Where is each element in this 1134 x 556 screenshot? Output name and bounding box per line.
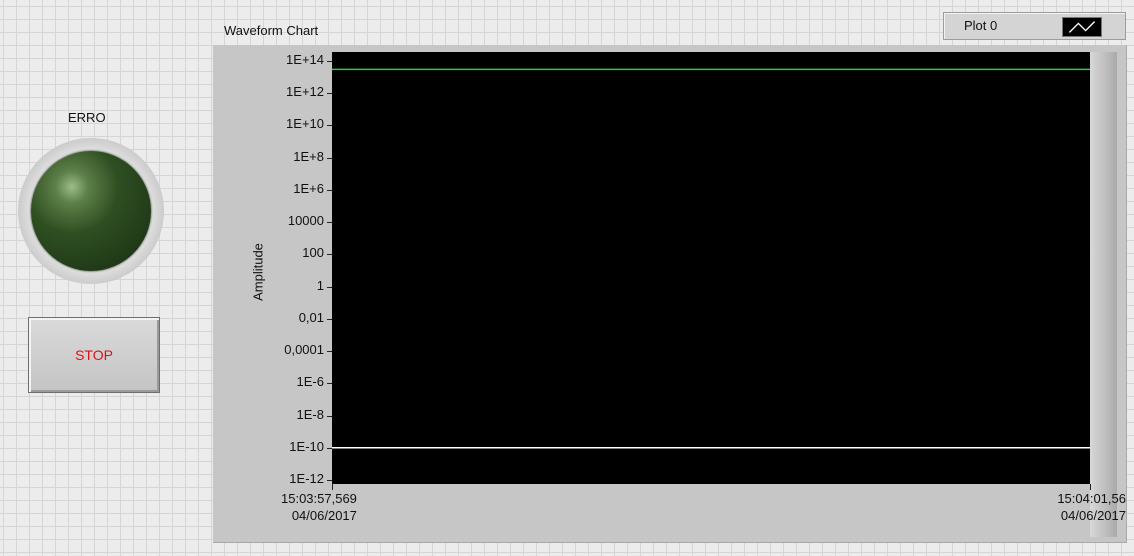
x-tick-date: 04/06/2017 [291,508,357,523]
plot-line-swatch-icon[interactable] [1062,17,1102,37]
y-tick-mark [327,93,332,95]
y-tick-label: 0,01 [298,309,324,325]
x-tick-label: 15:03:57,569 04/06/2017 [281,490,357,524]
x-tick-label: 15:04:01,56 04/06/2017 [1057,490,1126,524]
y-tick-label: 1E-10 [289,438,324,454]
x-tick-mark [1090,484,1091,490]
y-tick-mark [327,157,332,159]
y-tick-mark [327,189,332,191]
y-tick-mark [327,351,332,353]
y-tick-mark [327,480,332,481]
y-tick-label: 1E-8 [296,406,324,422]
legend-plot-name: Plot 0 [964,18,998,33]
y-tick-mark [327,125,332,127]
x-tick-time: 15:03:57,569 [281,491,357,506]
y-tick-mark [327,447,332,449]
y-tick-mark [327,254,332,256]
x-tick-date: 04/06/2017 [1060,508,1126,523]
y-tick-label: 0,0001 [284,342,324,358]
y-tick-label: 1E+10 [286,116,324,132]
chart-edge-bevel [1090,52,1117,537]
y-tick-mark [327,415,332,417]
y-tick-mark [327,383,332,385]
y-tick-label: 1E-12 [289,471,324,486]
stop-button[interactable]: STOP [28,317,160,393]
error-led-indicator[interactable] [31,151,151,271]
y-tick-mark [327,222,332,224]
y-tick-label: 1E+8 [293,148,324,164]
plot-legend[interactable]: Plot 0 [943,12,1126,40]
stop-button-label: STOP [75,347,113,363]
x-tick-mark [332,484,333,490]
y-tick-label: 1 [316,277,324,293]
y-tick-mark [327,61,332,62]
y-tick-label: 1E+12 [286,84,324,100]
y-tick-mark [327,318,332,320]
plot-svg [332,68,1090,449]
y-tick-label: 100 [302,245,324,261]
chart-title: Waveform Chart [224,23,319,38]
y-tick-label: 1E-6 [296,374,324,390]
y-tick-label: 10000 [287,213,324,229]
led-label: ERRO [68,110,106,125]
plot-area[interactable] [332,52,1090,484]
y-tick-label: 1E+14 [286,52,324,67]
y-tick-mark [327,286,332,288]
y-tick-label: 1E+6 [293,180,324,196]
x-tick-time: 15:04:01,56 [1057,491,1126,506]
